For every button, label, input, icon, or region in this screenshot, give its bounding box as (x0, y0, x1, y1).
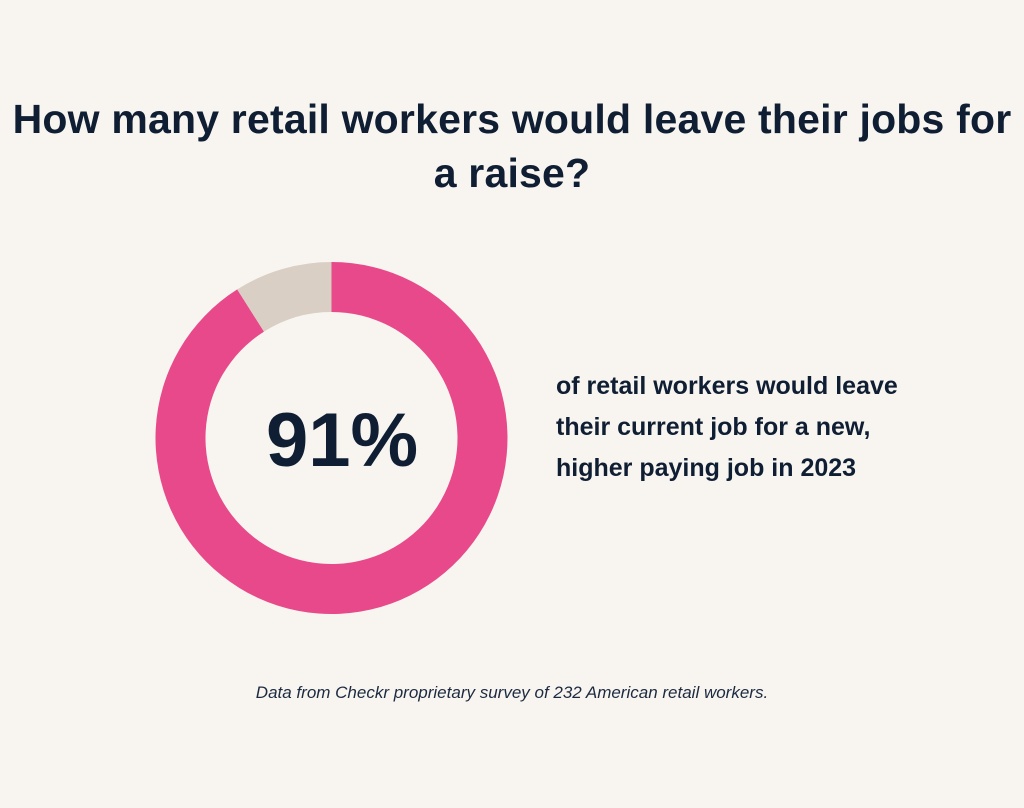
source-note: Data from Checkr proprietary survey of 2… (255, 683, 769, 702)
chart-title: How many retail workers would leave thei… (12, 96, 1012, 196)
donut-slice-1 (237, 262, 332, 332)
center-label: 91% (266, 398, 418, 483)
chart-description: of retail workers would leave their curr… (556, 372, 898, 482)
